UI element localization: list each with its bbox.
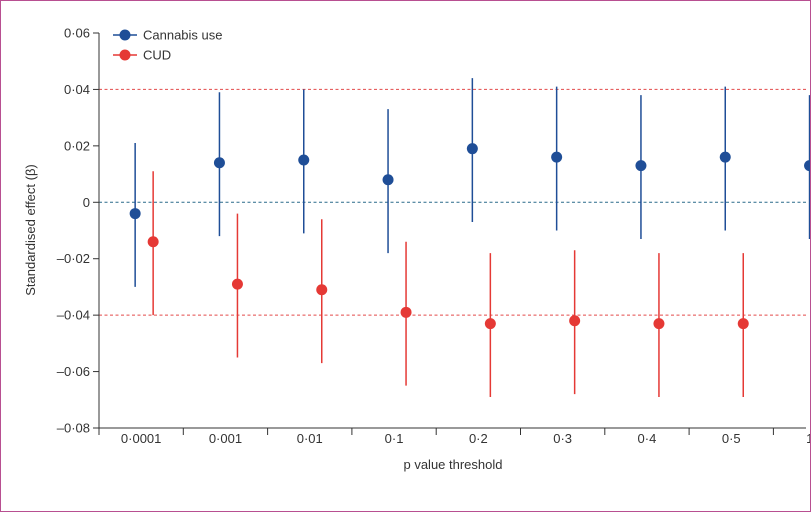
legend-item: Cannabis use — [113, 28, 223, 43]
data-point — [653, 318, 665, 330]
legend-marker — [119, 29, 131, 41]
data-point — [298, 154, 310, 166]
legend-label: Cannabis use — [143, 28, 223, 43]
legend-item: CUD — [113, 48, 171, 63]
data-point — [719, 151, 731, 163]
x-tick-label: 0·1 — [385, 431, 404, 446]
y-axis-title: Standardised effect (β) — [23, 164, 38, 296]
series-cannabis-use — [129, 78, 810, 287]
data-series — [129, 78, 810, 397]
x-axis-ticks: 0·0001 0·001 0·01 0·1 0·2 0·3 0·4 0·5 1·0 — [98, 428, 810, 446]
x-tick-label: 0·01 — [297, 431, 323, 446]
reference-lines — [99, 88, 806, 316]
y-tick-label: –0·04 — [57, 308, 90, 323]
data-point — [129, 208, 141, 220]
series-cud — [147, 171, 749, 397]
data-point — [551, 151, 563, 163]
y-tick-label: 0 — [83, 195, 90, 210]
y-tick-label: 0·06 — [64, 26, 90, 41]
data-point — [804, 160, 810, 172]
axes — [98, 33, 806, 429]
data-point — [147, 236, 159, 248]
x-tick-label: 0·3 — [553, 431, 572, 446]
data-point — [466, 143, 478, 155]
legend: Cannabis use CUD — [113, 28, 223, 63]
data-point — [635, 160, 647, 172]
x-tick-label: 0·5 — [722, 431, 741, 446]
data-point — [382, 174, 394, 186]
y-tick-label: –0·02 — [57, 251, 90, 266]
y-tick-label: 0·04 — [64, 82, 90, 97]
y-tick-label: –0·06 — [57, 364, 90, 379]
x-tick-label: 0·2 — [469, 431, 488, 446]
legend-marker — [119, 49, 131, 61]
y-tick-label: –0·08 — [57, 421, 90, 436]
data-point — [213, 157, 225, 169]
x-tick-label: 0·4 — [638, 431, 657, 446]
x-axis-title: p value threshold — [403, 457, 502, 472]
y-axis-ticks: 0·06 0·04 0·02 0 –0·02 –0·04 –0·06 –0·08 — [57, 26, 99, 436]
data-point — [569, 315, 581, 327]
data-point — [400, 306, 412, 318]
data-point — [316, 284, 328, 296]
data-point — [231, 278, 243, 290]
legend-label: CUD — [143, 48, 171, 63]
data-point — [737, 318, 749, 330]
data-point — [484, 318, 496, 330]
x-tick-label: 1·0 — [806, 431, 810, 446]
x-tick-label: 0·0001 — [121, 431, 161, 446]
x-tick-label: 0·001 — [209, 431, 242, 446]
y-tick-label: 0·02 — [64, 138, 90, 153]
